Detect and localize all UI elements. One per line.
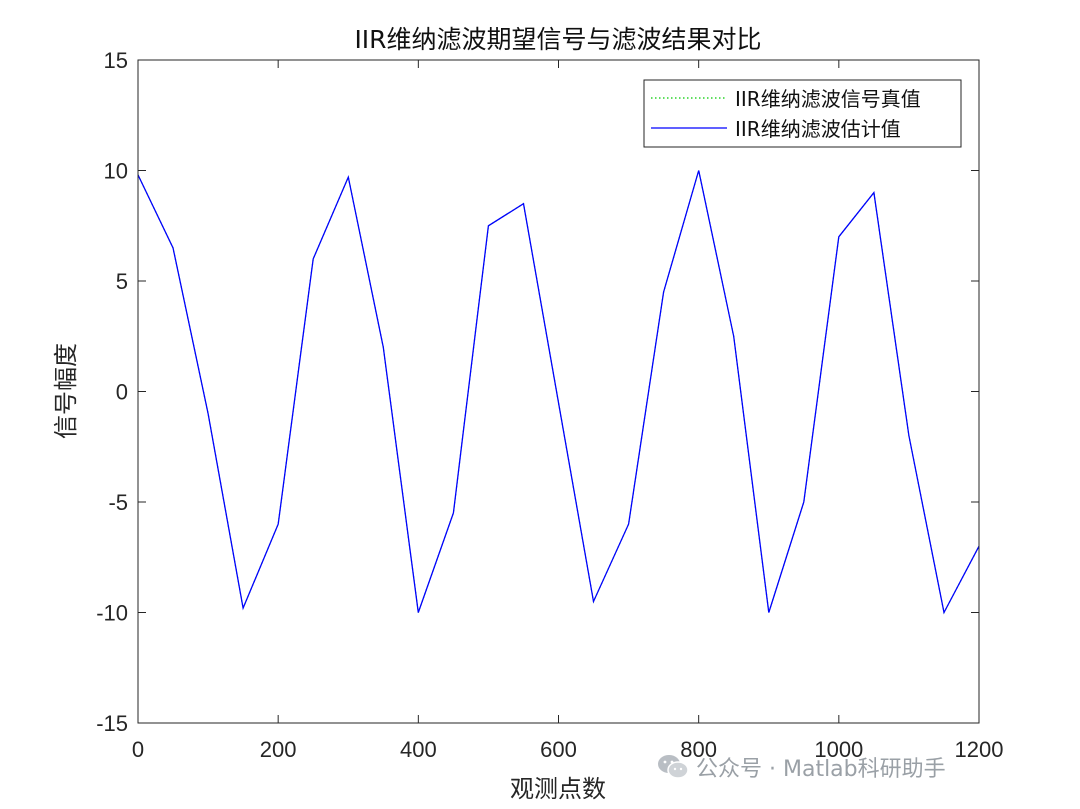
axis-ticks: 0 200 400 600 800 1000 1200 -15 -10 -5 0 5 10 15: [96, 48, 1003, 762]
series-line-1: [137, 170, 980, 615]
x-tick-label: 1200: [955, 737, 1004, 762]
y-tick-label: 15: [104, 48, 128, 73]
chart-title: IIR维纳滤波期望信号与滤波结果对比: [354, 25, 761, 54]
x-tick-label: 800: [680, 737, 717, 762]
x-tick-label: 1000: [814, 737, 863, 762]
x-tick-label: 200: [260, 737, 297, 762]
y-axis-label: 信号幅度: [52, 343, 80, 439]
y-tick-label: 5: [116, 269, 128, 294]
y-tick-label: -5: [108, 490, 128, 515]
legend-label-true-signal: IIR维纳滤波信号真值: [735, 87, 921, 111]
watermark: 公众号 · Matlab科研助手: [656, 752, 946, 782]
wechat-icon: [658, 755, 689, 779]
x-axis-label: 观测点数: [510, 775, 606, 803]
legend-label-estimate: IIR维纳滤波估计值: [735, 117, 901, 141]
y-tick-label: 10: [104, 159, 128, 184]
x-tick-label: 400: [400, 737, 437, 762]
y-tick-label: 0: [116, 380, 128, 405]
legend: IIR维纳滤波信号真值 IIR维纳滤波估计值: [643, 79, 962, 148]
x-tick-label: 0: [132, 737, 144, 762]
watermark-text: 公众号 · Matlab科研助手: [696, 757, 946, 782]
x-tick-label: 600: [540, 737, 577, 762]
legend-box: [643, 79, 962, 148]
plot-area: [137, 170, 980, 615]
y-tick-label: -15: [96, 711, 128, 736]
y-tick-label: -10: [96, 601, 128, 626]
